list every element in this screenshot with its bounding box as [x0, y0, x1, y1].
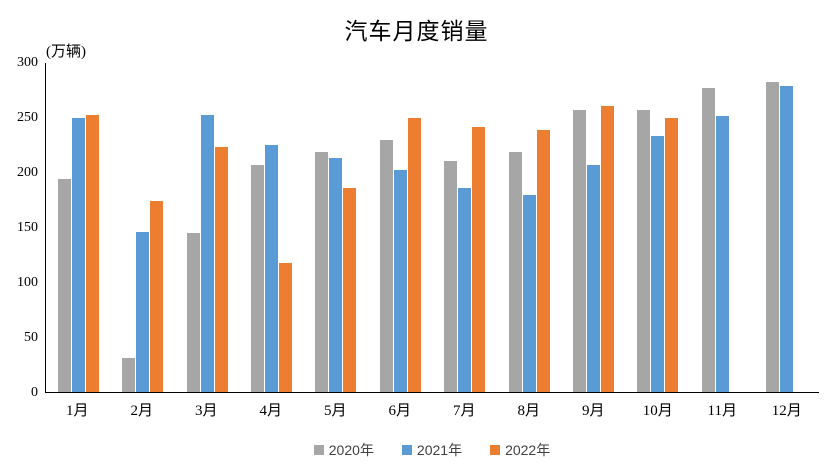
- bar-2021年: [715, 115, 729, 392]
- bar-2022年: [472, 126, 486, 392]
- y-tick-label: 300: [17, 55, 38, 70]
- bar-group: [46, 63, 110, 392]
- plot-area: [45, 63, 819, 393]
- bar-2022年: [150, 201, 164, 392]
- legend-swatch-icon: [313, 445, 324, 455]
- bar-2021年: [522, 194, 536, 392]
- legend-item-2022年: 2022年: [490, 440, 550, 460]
- bar-2021年: [329, 158, 343, 392]
- bar-2020年: [250, 165, 264, 392]
- x-tick-label: 4月: [259, 403, 282, 419]
- y-axis-tick-labels: 0 50 100 150 200 250 300: [0, 56, 38, 400]
- bar-2020年: [379, 139, 393, 392]
- bar-2020年: [573, 110, 587, 392]
- y-tick-label: 50: [24, 330, 38, 345]
- x-tick-label: 6月: [388, 403, 411, 419]
- legend-swatch-icon: [490, 445, 501, 455]
- legend-item-2020年: 2020年: [313, 440, 374, 460]
- legend: 2020年 2021年 2022年: [45, 440, 819, 460]
- x-tick-label: 12月: [771, 403, 802, 419]
- bar-group: [561, 63, 625, 392]
- bar-2020年: [444, 160, 458, 392]
- bar-2021年: [264, 145, 278, 392]
- x-tick-label: 11月: [707, 403, 737, 419]
- x-tick-label: 7月: [452, 403, 476, 419]
- bar-2022年: [85, 114, 99, 392]
- bar-2020年: [315, 151, 329, 392]
- bar-group: [239, 63, 303, 392]
- x-tick-label: 2月: [130, 403, 153, 419]
- y-axis-unit-label: (万辆): [46, 44, 86, 60]
- bar-2021年: [200, 114, 214, 392]
- x-tick-label: 10月: [642, 403, 673, 419]
- bar-2020年: [186, 232, 200, 392]
- bar-2022年: [214, 147, 228, 392]
- bar-2022年: [665, 117, 679, 392]
- bar-2022年: [536, 129, 550, 392]
- x-axis-labels: 1月 2月 3月 4月 5月 6月 7月 8月 9月 10月 11月 12月: [45, 399, 819, 420]
- bar-2022年: [343, 188, 357, 392]
- bar-2020年: [57, 179, 71, 392]
- legend-label: 2021年: [416, 442, 463, 458]
- bar-group: [368, 63, 432, 392]
- bar-2021年: [587, 165, 601, 392]
- bar-group: [755, 63, 819, 392]
- bar-2022年: [601, 105, 615, 392]
- x-tick-label: 1月: [65, 403, 89, 419]
- bar-2021年: [71, 117, 85, 392]
- legend-item-2021年: 2021年: [401, 440, 463, 460]
- y-tick-label: 150: [17, 220, 38, 235]
- legend-swatch-icon: [401, 445, 412, 455]
- bar-2021年: [780, 86, 794, 392]
- bar-group: [626, 63, 690, 392]
- y-tick-label: 100: [17, 275, 38, 290]
- bar-2021年: [136, 231, 150, 392]
- x-tick-label: 5月: [323, 403, 347, 419]
- chart-title: 汽车月度销量: [344, 19, 489, 44]
- y-tick-label: 0: [31, 385, 38, 400]
- bar-group: [175, 63, 239, 392]
- bar-group: [497, 63, 561, 392]
- x-tick-label: 9月: [581, 403, 605, 419]
- bar-group: [110, 63, 174, 392]
- x-tick-label: 3月: [194, 403, 218, 419]
- bar-2020年: [637, 110, 651, 392]
- bar-group: [690, 63, 754, 392]
- bar-2020年: [766, 81, 780, 392]
- bar-group: [433, 63, 497, 392]
- bar-2020年: [701, 88, 715, 392]
- bar-2020年: [122, 358, 136, 392]
- y-tick-label: 250: [17, 110, 38, 125]
- bar-2022年: [407, 117, 421, 392]
- bar-2022年: [278, 262, 292, 392]
- bar-2020年: [508, 151, 522, 392]
- y-tick-label: 200: [17, 165, 38, 180]
- bar-2021年: [458, 188, 472, 392]
- bar-group: [304, 63, 368, 392]
- bar-2021年: [393, 170, 407, 392]
- x-tick-label: 8月: [517, 403, 540, 419]
- legend-label: 2022年: [505, 442, 551, 458]
- legend-label: 2020年: [328, 442, 374, 458]
- bar-2021年: [651, 136, 665, 392]
